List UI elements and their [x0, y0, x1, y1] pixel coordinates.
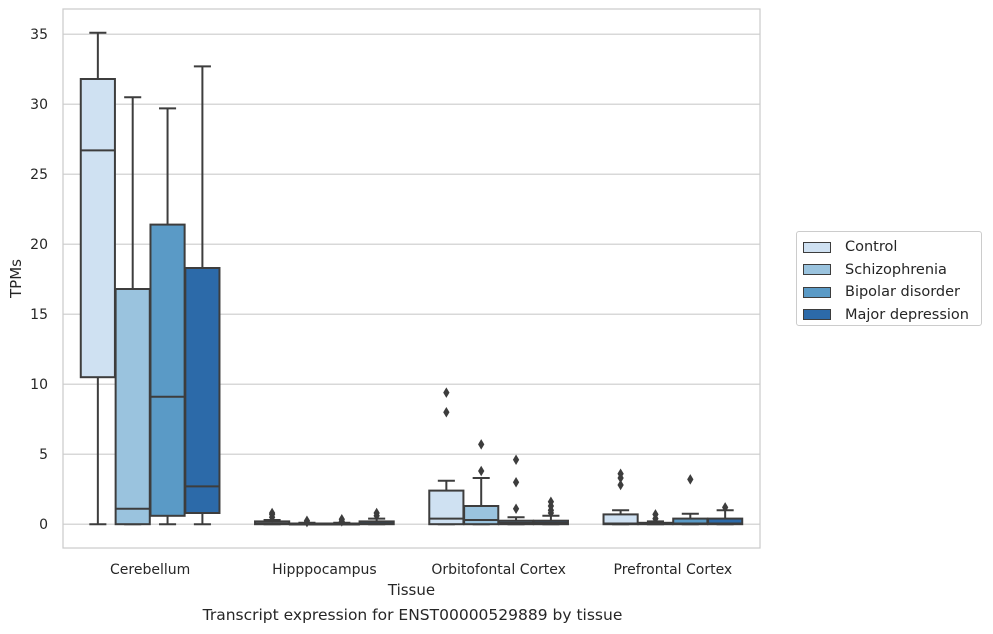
box-series — [79, 31, 744, 528]
outlier-point — [617, 479, 624, 491]
box — [79, 78, 116, 379]
plot-frame — [62, 8, 761, 549]
outlier-point — [478, 465, 485, 477]
legend: Control Schizophrenia Bipolar disorder Majo… — [796, 231, 982, 326]
outlier-point — [443, 387, 450, 398]
outlier-point — [687, 474, 694, 485]
legend-swatch — [803, 241, 831, 253]
outlier-point — [652, 509, 659, 520]
legend-item: Control — [803, 236, 981, 259]
series-control — [79, 31, 639, 526]
chart-caption: Transcript expression for ENST0000052988… — [202, 606, 623, 624]
y-tick-label: 25 — [30, 167, 48, 183]
legend-item: Major depression — [803, 304, 981, 327]
outlier-point — [617, 468, 624, 480]
x-tick-label: Orbitofontal Cortex — [431, 562, 566, 578]
series-major-depression — [184, 65, 744, 526]
outlier-point — [338, 514, 345, 525]
x-tick-label: Cerebellum — [110, 562, 190, 578]
box — [149, 223, 186, 517]
legend-label: Bipolar disorder — [845, 284, 960, 301]
y-axis-ticks: 0 5 10 15 20 25 30 35 — [30, 27, 48, 533]
series-schizophrenia — [114, 96, 674, 528]
outlier-point — [547, 496, 555, 508]
outlier-point — [512, 454, 520, 466]
outlier-point — [512, 476, 520, 488]
legend-item: Schizophrenia — [803, 259, 981, 282]
y-tick-label: 15 — [30, 307, 48, 323]
series-bipolar-disorder — [149, 107, 709, 527]
y-axis-label: TPMs — [7, 259, 25, 299]
y-tick-label: 35 — [30, 27, 48, 43]
outlier-point — [303, 515, 311, 526]
box — [463, 505, 500, 526]
legend-label: Schizophrenia — [845, 261, 947, 278]
outlier-point — [478, 439, 485, 450]
legend-item: Bipolar disorder — [803, 281, 981, 304]
legend-swatch — [803, 286, 831, 298]
box — [114, 288, 151, 526]
y-tick-label: 30 — [30, 97, 48, 113]
outlier-point — [268, 507, 276, 519]
x-tick-label: Hipppocampus — [272, 562, 377, 578]
outlier-point — [722, 502, 729, 513]
outlier-point — [512, 503, 520, 515]
legend-label: Major depression — [845, 306, 969, 323]
y-tick-label: 5 — [39, 447, 48, 463]
legend-label: Control — [845, 239, 898, 256]
y-tick-label: 20 — [30, 237, 48, 253]
outlier-point — [373, 507, 380, 519]
x-tick-label: Prefrontal Cortex — [614, 562, 733, 578]
legend-swatch — [803, 264, 831, 276]
x-axis-ticks: Cerebellum Hipppocampus Orbitofontal Corte… — [110, 562, 732, 578]
legend-swatch — [803, 309, 831, 321]
outlier-point — [443, 406, 450, 418]
box — [184, 267, 221, 514]
y-tick-label: 0 — [39, 517, 48, 533]
x-axis-label: Tissue — [387, 581, 435, 599]
y-tick-label: 10 — [30, 377, 48, 393]
